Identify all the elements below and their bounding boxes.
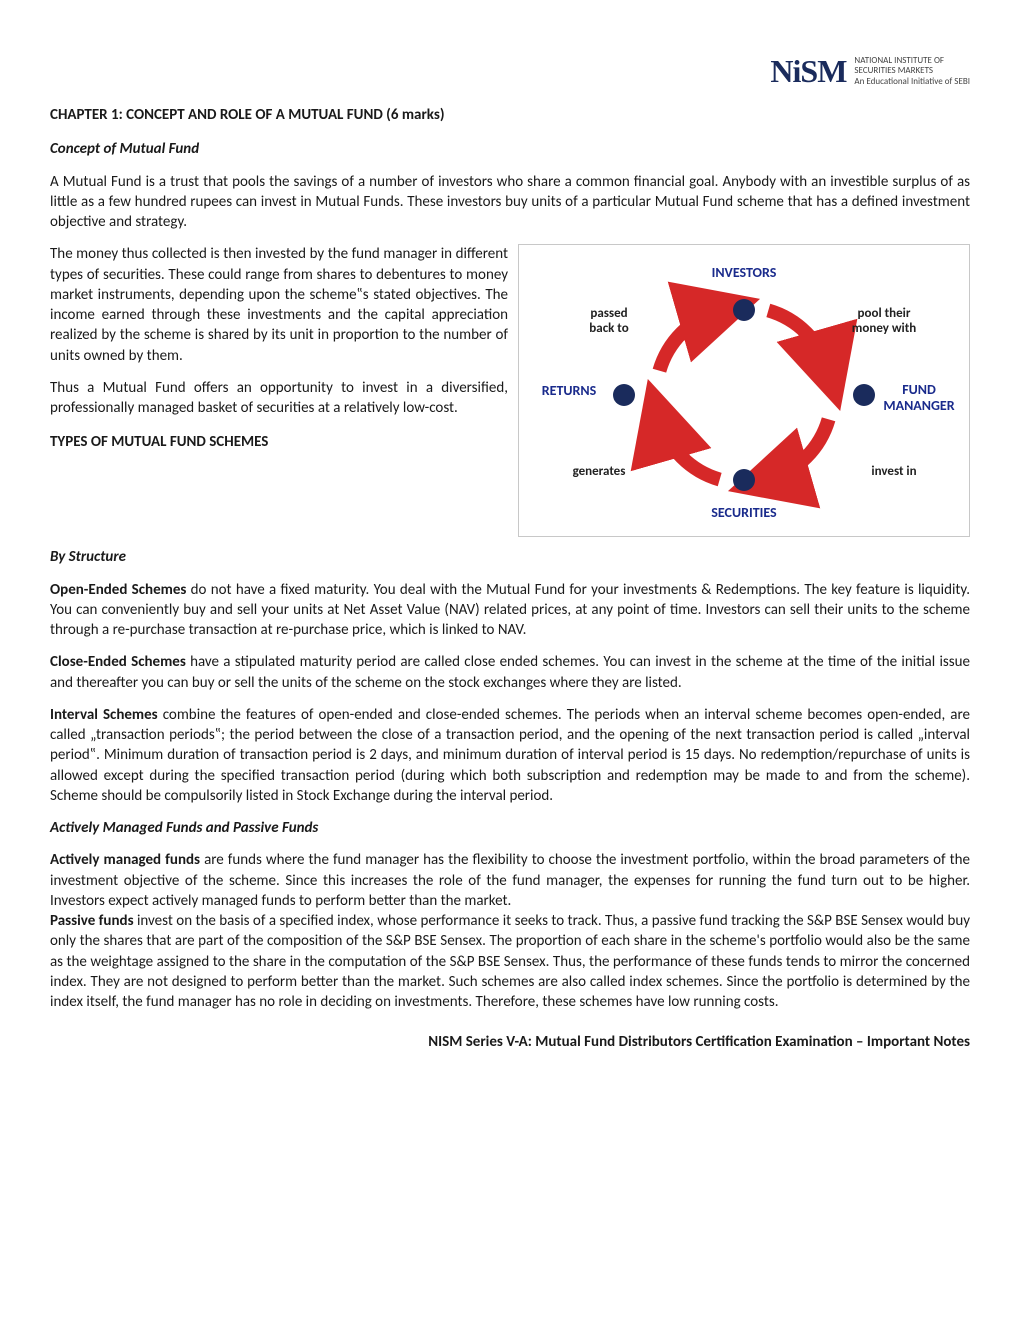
logo-text: NATIONAL INSTITUTE OF SECURITIES MARKETS…: [854, 56, 970, 87]
chapter-title: CHAPTER 1: CONCEPT AND ROLE OF A MUTUAL …: [50, 105, 970, 125]
header-logo: NiSM NATIONAL INSTITUTE OF SECURITIES MA…: [50, 50, 970, 93]
svg-text:back to: back to: [589, 321, 628, 336]
svg-text:generates: generates: [573, 464, 626, 479]
para-active: Actively managed funds are funds where t…: [50, 850, 970, 911]
logo-mark: NiSM: [770, 50, 846, 93]
open-label: Open-Ended Schemes: [50, 581, 186, 599]
svg-text:money with: money with: [852, 321, 916, 336]
svg-text:pool their: pool their: [858, 306, 911, 321]
section-concept-head: Concept of Mutual Fund: [50, 139, 970, 159]
interval-label: Interval Schemes: [50, 706, 158, 724]
close-label: Close-Ended Schemes: [50, 653, 186, 671]
active-label: Actively managed funds: [50, 851, 200, 869]
para-open-ended: Open-Ended Schemes do not have a fixed m…: [50, 580, 970, 641]
para-interval: Interval Schemes combine the features of…: [50, 705, 970, 806]
cycle-svg: INVESTORS FUNDMANANGER SECURITIES RETURNS po…: [519, 255, 969, 530]
svg-text:INVESTORS: INVESTORS: [712, 264, 777, 281]
logo-line3: An Educational Initiative of SEBI: [854, 77, 970, 87]
para-passive: Passive funds invest on the basis of a s…: [50, 911, 970, 1012]
passive-text: invest on the basis of a specified index…: [50, 912, 970, 1011]
cycle-diagram: INVESTORS FUNDMANANGER SECURITIES RETURNS po…: [518, 244, 970, 537]
svg-text:RETURNS: RETURNS: [542, 382, 597, 399]
close-text: have a stipulated maturity period are ca…: [50, 653, 970, 691]
footer-text: NISM Series V-A: Mutual Fund Distributor…: [50, 1032, 970, 1052]
para-intro: A Mutual Fund is a trust that pools the …: [50, 172, 970, 233]
active-passive-head: Actively Managed Funds and Passive Funds: [50, 818, 970, 838]
interval-text: combine the features of open-ended and c…: [50, 706, 970, 805]
by-structure-head: By Structure: [50, 547, 970, 567]
svg-text:MANANGER: MANANGER: [883, 397, 954, 414]
svg-text:FUND: FUND: [902, 381, 936, 398]
para-close-ended: Close-Ended Schemes have a stipulated ma…: [50, 652, 970, 693]
svg-text:SECURITIES: SECURITIES: [711, 504, 777, 521]
passive-label: Passive funds: [50, 912, 134, 930]
open-text: do not have a fixed maturity. You deal w…: [50, 581, 970, 640]
svg-text:passed: passed: [590, 306, 627, 321]
two-column-region: INVESTORS FUNDMANANGER SECURITIES RETURNS po…: [50, 244, 970, 547]
svg-text:invest in: invest in: [871, 464, 916, 479]
